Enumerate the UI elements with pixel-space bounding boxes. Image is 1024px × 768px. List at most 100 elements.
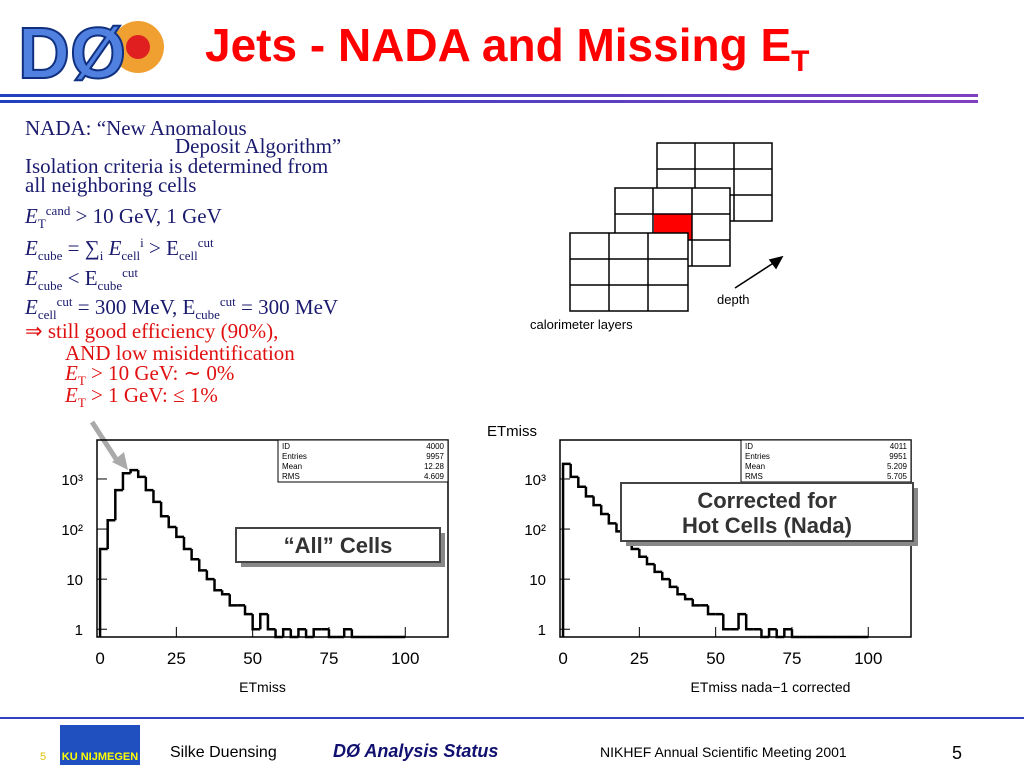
title-text: Jets - NADA and Missing E	[205, 19, 792, 71]
histogram-bin	[350, 629, 360, 639]
histogram-bin	[266, 614, 276, 631]
stats-value: 9951	[889, 452, 907, 461]
histogram-bin	[243, 605, 253, 616]
label-box	[235, 527, 441, 563]
text-line: NADA: “New Anomalous	[25, 116, 247, 140]
stats-key: Entries	[282, 452, 307, 461]
histogram-bin	[152, 490, 162, 504]
text-line: all neighboring cells	[25, 173, 197, 197]
text-part: = ∑	[62, 236, 100, 260]
y-tick-label: 10	[529, 572, 546, 589]
histogram-bin	[205, 570, 215, 581]
histogram-bin	[584, 486, 594, 498]
text-line: ⇒ still good efficiency (90%),	[25, 319, 279, 343]
text-part: cut	[219, 294, 236, 309]
diagram-label: calorimeter layers	[530, 317, 633, 332]
histogram-bin	[653, 564, 663, 574]
histogram-bin	[312, 627, 322, 637]
histogram-bin	[660, 571, 670, 581]
text-part: > 1 GeV: ≤ 1%	[85, 383, 218, 407]
text-part: = 300 MeV	[235, 295, 339, 319]
histogram-bin	[790, 629, 800, 639]
histogram-bin	[569, 463, 579, 479]
stats-key: Mean	[282, 462, 302, 471]
stats-box	[277, 439, 449, 483]
histogram-bin	[228, 594, 238, 607]
author: Silke Duensing	[170, 744, 277, 761]
text-part: T	[77, 373, 86, 389]
text-part: E	[103, 236, 122, 260]
text-part: cut	[197, 235, 214, 250]
text-part: E	[25, 204, 38, 228]
histogram-bin	[182, 536, 192, 551]
x-tick-label: 25	[630, 649, 649, 668]
x-tick-label: 100	[391, 649, 419, 668]
plot-frame	[96, 439, 449, 638]
histogram-bin	[645, 556, 655, 566]
stats-key: ID	[282, 442, 290, 451]
histogram-bin	[304, 629, 314, 639]
text-part: E	[65, 361, 78, 385]
text-part: > E	[143, 236, 179, 260]
y-tick-label: 1	[75, 622, 83, 639]
histogram-bin	[121, 472, 131, 491]
histogram-bin	[737, 612, 747, 630]
x-tick-label: 50	[706, 649, 725, 668]
text-part: cube	[37, 278, 63, 294]
text-part: = 300 MeV, E	[72, 295, 196, 319]
x-tick-label: 75	[783, 649, 802, 668]
histogram-bin	[129, 468, 139, 474]
stats-value: 5.705	[887, 472, 908, 481]
histogram-bin	[136, 470, 146, 479]
histogram-bin	[289, 629, 299, 639]
y-tick-label: 10²	[61, 522, 83, 539]
stats-value: 4000	[426, 442, 444, 451]
histogram-bin	[760, 629, 770, 639]
histogram-bin	[577, 476, 586, 488]
text-part: cut	[56, 294, 73, 309]
stats-key: Mean	[745, 462, 765, 471]
stats-key: RMS	[282, 472, 300, 481]
text-line: Isolation criteria is determined from	[25, 154, 329, 178]
text-line: ET > 1 GeV: ≤ 1%	[65, 384, 218, 414]
text-part: E	[25, 266, 38, 290]
stats-key: ID	[745, 442, 753, 451]
histogram-bin	[274, 629, 284, 639]
text-part: cube	[97, 278, 123, 294]
text-part: cand	[45, 203, 71, 218]
y-tick-label: 10³	[524, 472, 546, 489]
x-tick-label: 0	[95, 649, 104, 668]
page-small: 5	[40, 751, 46, 763]
histogram-bin	[783, 627, 792, 637]
y-tick-label: 10	[66, 572, 83, 589]
text-line: Ecube = ∑i Ecelli > Ecellcut	[25, 232, 214, 267]
footer-logo-text: KU NIJMEGEN	[62, 751, 138, 763]
stats-key: RMS	[745, 472, 763, 481]
histogram-bin	[190, 548, 200, 561]
histogram-bin	[561, 462, 571, 637]
header-rule	[0, 94, 978, 97]
text-part: cell	[37, 307, 57, 323]
label-box	[620, 482, 914, 542]
stats-value: 12.28	[424, 462, 445, 471]
footer-rule	[0, 717, 1024, 719]
x-tick-label: 75	[320, 649, 339, 668]
text-line: Ecellcut = 300 MeV, Ecubecut = 300 MeV	[25, 291, 338, 326]
label-box-text: Hot Cells (Nada)	[682, 513, 852, 538]
histogram-bin	[175, 526, 184, 539]
y-tick-label: 10³	[61, 472, 83, 489]
text-part: > 10 GeV, 1 GeV	[70, 204, 222, 228]
x-tick-label: 50	[243, 649, 262, 668]
text-part: T	[77, 395, 86, 411]
header-rule	[0, 100, 978, 103]
text-part: cut	[122, 265, 138, 280]
calorimeter	[569, 142, 784, 312]
histogram-bin	[676, 586, 686, 596]
text-line: ETcand > 10 GeV, 1 GeV	[25, 200, 222, 235]
text-part: < E	[62, 266, 98, 290]
text-part: cell	[178, 248, 198, 264]
pointer	[112, 452, 128, 470]
x-axis-label: ETmiss	[239, 679, 286, 695]
histogram-bin	[106, 518, 116, 549]
